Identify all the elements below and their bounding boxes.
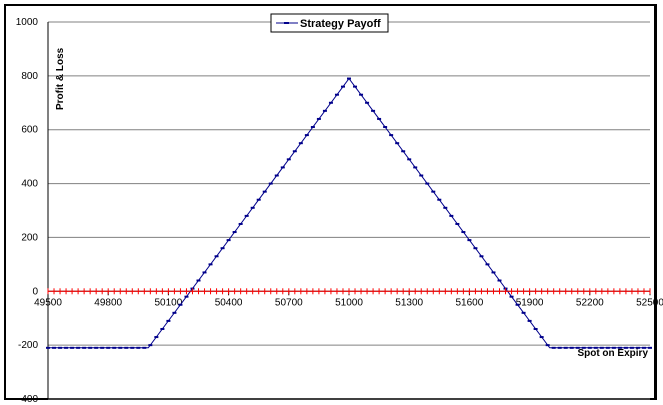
legend-box (270, 13, 389, 33)
y-tick-label: 400 (21, 179, 38, 190)
y-tick-label: 600 (21, 125, 38, 136)
x-tick-label: 51300 (395, 297, 423, 308)
x-tick-label: 49500 (34, 297, 62, 308)
x-tick-label: 51000 (335, 297, 363, 308)
x-axis-title: Spot on Expiry (577, 348, 648, 359)
x-tick-label: 51600 (455, 297, 483, 308)
x-tick-label: 50700 (275, 297, 303, 308)
y-tick-label: 1000 (16, 17, 39, 28)
x-tick-label: 52500 (636, 297, 663, 308)
series-layer (46, 77, 652, 349)
x-tick-label: 50100 (154, 297, 182, 308)
chart-frame (4, 4, 657, 400)
y-tick-label: 200 (21, 232, 38, 243)
y-tick-label: -200 (18, 340, 38, 351)
y-tick-label: -400 (18, 394, 38, 405)
x-tick-label: 51900 (516, 297, 544, 308)
legend: Strategy Payoff (270, 13, 389, 33)
x-tick-label: 49800 (94, 297, 122, 308)
x-tick-label: 52200 (576, 297, 604, 308)
legend-label-strategy-payoff: Strategy Payoff (300, 18, 381, 30)
y-axis-title: Profit & Loss (55, 47, 66, 110)
x-tick-label: 50400 (215, 297, 243, 308)
y-tick-labels: 1000 800 600 400 200 0 -200 -400 (16, 17, 39, 405)
y-tick-label: 800 (21, 71, 38, 82)
y-tick-label: 0 (32, 286, 38, 297)
